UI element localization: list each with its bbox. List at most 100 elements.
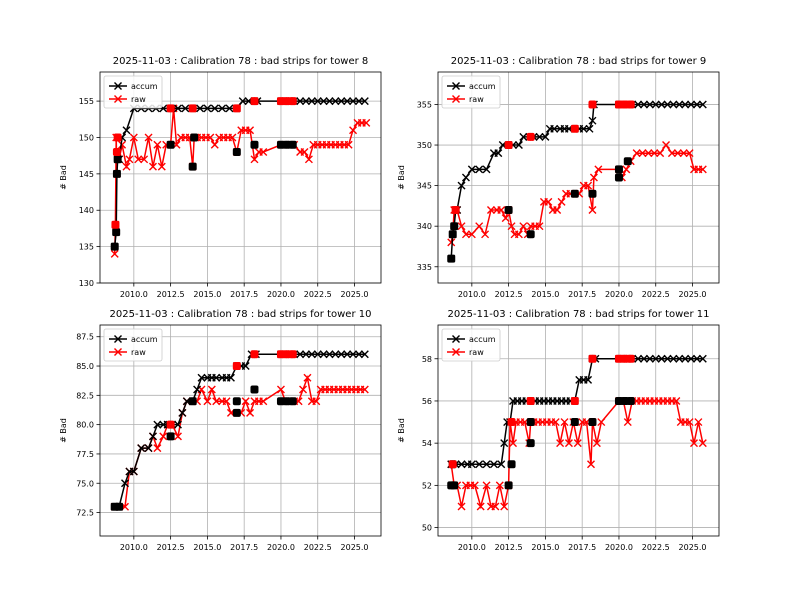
data-point-raw [644, 149, 653, 158]
x-marker-stroke [337, 350, 346, 359]
data-point-raw [173, 432, 182, 441]
legend: accum raw [441, 328, 501, 362]
y-tick-label: 54 [422, 439, 432, 448]
x-marker-stroke [622, 165, 631, 174]
x-marker-stroke [594, 165, 603, 174]
calibration-marker [112, 148, 121, 157]
data-point-raw [259, 397, 268, 406]
data-point-accum [296, 350, 305, 359]
calibration-marker [232, 397, 241, 406]
data-point-accum [698, 100, 707, 109]
data-point-raw [140, 155, 149, 164]
data-point-accum [238, 97, 247, 106]
calibration-marker [570, 189, 579, 198]
x-marker-stroke [129, 467, 138, 476]
data-point-raw [212, 397, 221, 406]
series-line-raw [114, 375, 365, 508]
x-marker-stroke [500, 502, 509, 511]
x-marker-stroke [207, 385, 216, 394]
x-marker-stroke [535, 132, 544, 141]
x-marker-stroke [475, 460, 484, 469]
x-marker-stroke [331, 350, 340, 359]
data-point-raw [259, 148, 268, 157]
x-marker-stroke [681, 100, 690, 109]
y-tick-label: 50 [422, 524, 432, 533]
data-point-accum [307, 97, 316, 106]
x-marker-stroke [303, 373, 312, 382]
calibration-marker [448, 460, 457, 469]
data-point-raw [650, 149, 659, 158]
legend-marker-raw [452, 348, 460, 356]
data-point-accum [325, 97, 334, 106]
y-tick-label: 145 [79, 170, 94, 179]
legend-marker-raw [114, 95, 122, 103]
data-point-accum [313, 97, 322, 106]
x-tick-label: 2020.0 [267, 543, 295, 552]
data-point-accum [645, 100, 654, 109]
x-marker-stroke [467, 460, 476, 469]
data-point-accum [337, 350, 346, 359]
x-marker-stroke [241, 362, 250, 371]
x-marker-stroke [694, 418, 703, 427]
calibration-marker [570, 396, 579, 405]
x-marker-stroke [312, 397, 321, 406]
data-point-accum [681, 100, 690, 109]
x-marker-stroke [238, 97, 247, 106]
x-marker-stroke [259, 148, 268, 157]
calibration-marker [507, 418, 516, 427]
data-point-accum [698, 354, 707, 363]
x-tick-label: 2017.5 [230, 543, 258, 552]
x-marker-stroke [313, 350, 322, 359]
data-point-raw [553, 205, 562, 214]
axes-frame [99, 71, 382, 284]
calibration-marker [451, 205, 460, 214]
x-tick-label: 2010.0 [120, 543, 148, 552]
x-marker-stroke [452, 335, 460, 343]
data-point-accum [457, 181, 466, 190]
x-marker-stroke [557, 197, 566, 206]
data-point-accum [681, 354, 690, 363]
x-marker-stroke [698, 165, 707, 174]
x-marker-stroke [519, 222, 528, 231]
x-marker-stroke [475, 165, 484, 174]
data-point-raw [497, 205, 506, 214]
data-point-accum [241, 362, 250, 371]
chart-title: 2025-11-03 : Calibration 78 : bad strips… [110, 309, 372, 320]
data-point-raw [482, 481, 491, 490]
x-tick-label: 2012.5 [157, 290, 185, 299]
data-point-accum [482, 165, 491, 174]
x-marker-stroke [222, 397, 231, 406]
x-marker-stroke [197, 373, 206, 382]
data-point-raw [698, 165, 707, 174]
x-tick-label: 2010.0 [458, 290, 486, 299]
y-tick-label: 82.5 [76, 391, 94, 400]
y-tick-label: 85.0 [76, 362, 94, 371]
calibration-marker [190, 133, 199, 142]
data-point-accum [122, 126, 131, 135]
x-marker-stroke [457, 181, 466, 190]
x-marker-stroke [212, 373, 221, 382]
calibration-marker [232, 408, 241, 417]
data-point-accum [210, 104, 219, 113]
x-marker-stroke [203, 397, 212, 406]
calibration-marker [115, 502, 124, 511]
data-point-raw [592, 439, 601, 448]
data-point-accum [173, 420, 182, 429]
x-marker-stroke [476, 502, 485, 511]
x-marker-stroke [663, 354, 672, 363]
x-marker-stroke [541, 132, 550, 141]
calibration-marker [188, 162, 197, 171]
x-marker-stroke [491, 502, 500, 511]
data-point-accum [173, 104, 182, 113]
x-marker-stroke [501, 214, 510, 223]
calibration-marker [626, 100, 635, 109]
data-point-raw [246, 126, 255, 135]
x-marker-stroke [639, 100, 648, 109]
x-marker-stroke [129, 133, 138, 142]
data-point-raw [447, 238, 456, 247]
x-marker-stroke [651, 100, 660, 109]
x-marker-stroke [692, 354, 701, 363]
x-marker-stroke [514, 141, 523, 150]
data-point-accum [301, 97, 310, 106]
